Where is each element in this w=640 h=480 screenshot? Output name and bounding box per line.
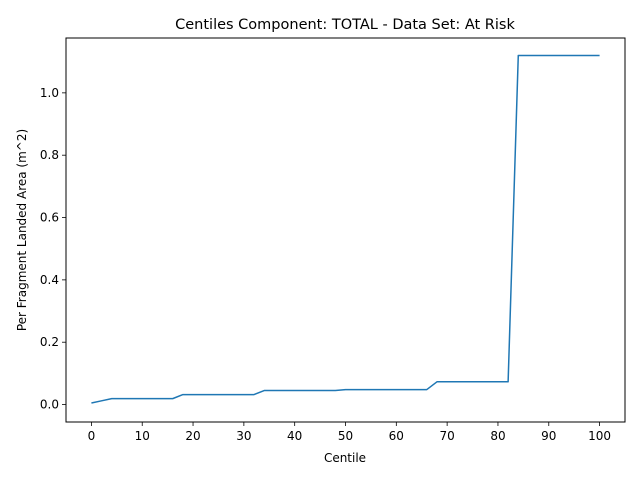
x-tick-label: 70 [439, 429, 454, 443]
x-tick-label: 100 [588, 429, 611, 443]
x-tick-label: 80 [490, 429, 505, 443]
x-tick-label: 20 [185, 429, 200, 443]
y-tick-label: 0.6 [40, 211, 59, 225]
x-tick-label: 50 [338, 429, 353, 443]
x-axis: 0 10 20 30 40 50 60 70 80 90 100 [88, 422, 611, 443]
axes-frame [65, 37, 626, 423]
x-tick-label: 40 [287, 429, 302, 443]
x-axis-label: Centile [324, 451, 366, 465]
y-tick-label: 0.2 [40, 335, 59, 349]
x-tick-label: 10 [135, 429, 150, 443]
plot-area [91, 54, 600, 404]
series-line-0 [91, 54, 600, 404]
y-tick-label: 0.4 [40, 273, 59, 287]
y-tick-label: 0.0 [40, 398, 59, 412]
y-axis: 0.0 0.2 0.4 0.6 0.8 1.0 [40, 86, 66, 412]
x-tick-label: 90 [541, 429, 556, 443]
y-tick-label: 1.0 [40, 86, 59, 100]
chart-title: Centiles Component: TOTAL - Data Set: At… [175, 17, 515, 33]
y-axis-label: Per Fragment Landed Area (m^2) [15, 129, 29, 331]
x-tick-label: 0 [88, 429, 96, 443]
x-tick-label: 60 [389, 429, 404, 443]
y-tick-label: 0.8 [40, 148, 59, 162]
x-tick-label: 30 [236, 429, 251, 443]
